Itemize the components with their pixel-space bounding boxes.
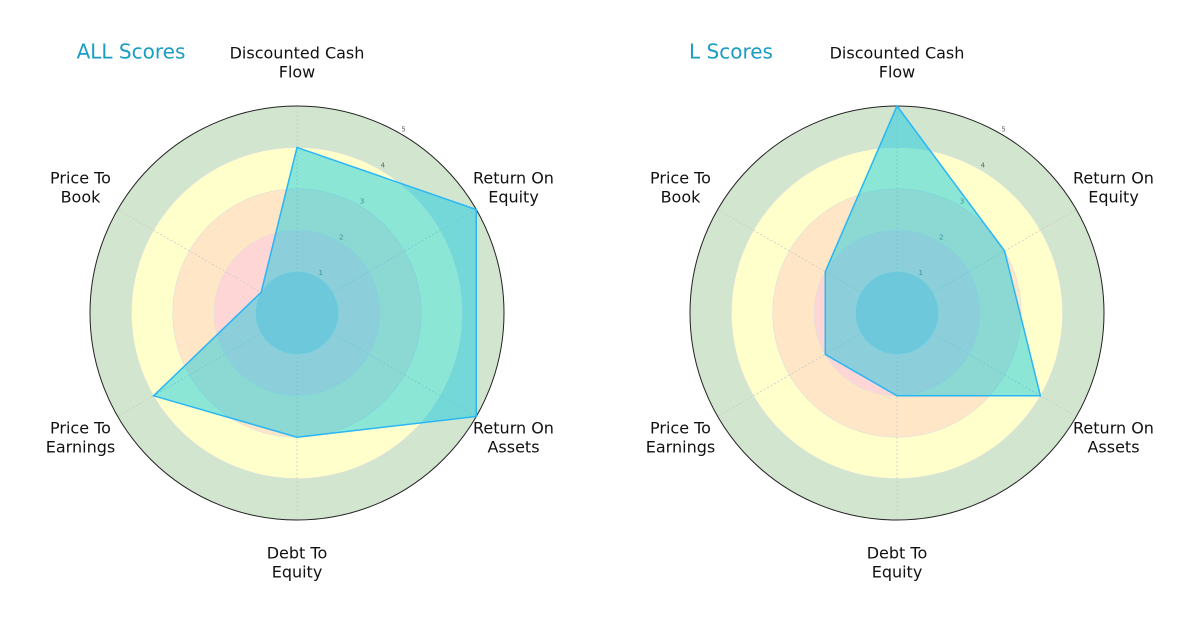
- category-label: Discounted Cash Flow: [830, 43, 965, 81]
- r-tick-label: 2: [339, 233, 343, 241]
- category-label: Price To Earnings: [46, 418, 115, 456]
- category-label: Price To Earnings: [646, 418, 715, 456]
- category-label: Return On Equity: [473, 168, 554, 206]
- spoke: [896, 312, 1077, 417]
- spoke: [717, 312, 898, 417]
- category-label: Debt To Equity: [867, 543, 928, 581]
- spoke: [717, 209, 898, 314]
- chart-title: L Scores: [689, 40, 773, 64]
- score-area: [152, 146, 478, 438]
- r-tick-label: 4: [981, 162, 986, 170]
- r-tick-label: 3: [960, 197, 964, 205]
- category-label: Return On Assets: [473, 418, 554, 456]
- spoke: [896, 209, 1077, 314]
- r-tick-label: 1: [318, 269, 322, 277]
- r-tick-label: 4: [381, 162, 386, 170]
- spoke: [296, 209, 477, 314]
- category-label: Discounted Cash Flow: [230, 43, 365, 81]
- r-tick-label: 5: [1001, 126, 1005, 134]
- spoke: [117, 209, 298, 314]
- r-tick-label: 2: [939, 233, 943, 241]
- r-tick-label: 5: [401, 126, 405, 134]
- category-label: Price To Book: [50, 168, 111, 206]
- spoke: [117, 312, 298, 417]
- category-label: Price To Book: [650, 168, 711, 206]
- radar-chart: 1 2 3 4 5 Discounted Cash Flow Return On Equity R…: [46, 40, 554, 582]
- score-area: [824, 104, 1042, 397]
- radar-chart: 1 2 3 4 5 Discounted Cash Flow Return On Equity R…: [646, 40, 1154, 582]
- chart-title: ALL Scores: [77, 40, 186, 64]
- spoke: [296, 312, 477, 417]
- category-label: Debt To Equity: [267, 543, 328, 581]
- category-label: Return On Equity: [1073, 168, 1154, 206]
- r-tick-label: 3: [360, 197, 364, 205]
- category-label: Return On Assets: [1073, 418, 1154, 456]
- r-tick-label: 1: [918, 269, 922, 277]
